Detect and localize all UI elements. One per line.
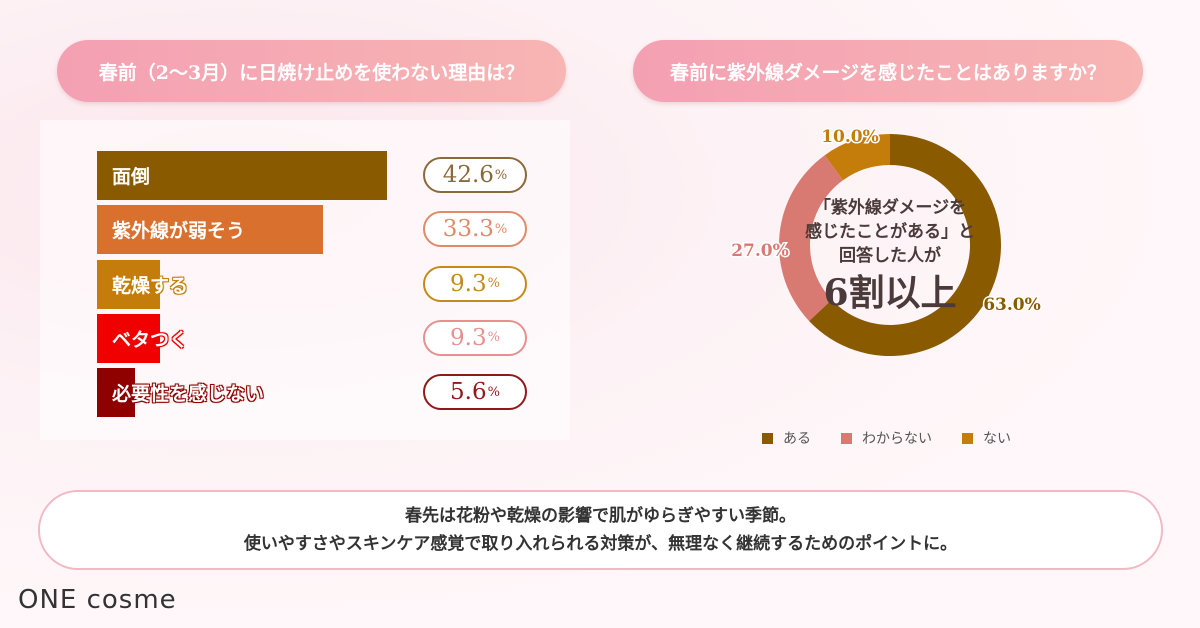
bar [97, 205, 324, 255]
bar-label: 紫外線が弱そう [112, 220, 246, 243]
slice-label: 27.0% [731, 241, 789, 261]
note-line: 使いやすさやスキンケア感覚で取り入れられる対策が、無理なく継続するためのポイント… [243, 534, 958, 554]
bar-chart-title: 春前（2〜3月）に日焼け止めを使わない理由は？ [57, 40, 566, 102]
value-label: 9.3% [423, 319, 527, 356]
bar-label: 乾燥する [112, 274, 189, 297]
donut-chart-title: 春前に紫外線ダメージを感じたことはありますか？ [633, 40, 1143, 102]
slice-label: 10.0% [821, 127, 879, 147]
value-label: 5.6% [423, 374, 527, 411]
donut-center-text: 「紫外線ダメージを 感じたことがある」と 回答した人が 6割以上 [800, 196, 980, 318]
legend-label: ない [983, 431, 1011, 447]
brand-logo: ONE cosme [18, 585, 177, 615]
center-line: 感じたことがある」と [805, 222, 975, 242]
donut-slice [824, 134, 890, 181]
bar-label: 必要性を感じない [112, 383, 265, 406]
note-line: 春先は花粉や乾燥の影響で肌がゆらぎやすい季節。 [405, 506, 796, 526]
legend-label: ある [783, 431, 811, 447]
bar-label: ベタつく [112, 328, 189, 351]
value-label: 42.6% [423, 157, 527, 193]
donut-slice [779, 155, 843, 321]
legend-swatch [762, 432, 773, 444]
legend-item: ない [962, 428, 1011, 448]
center-line: 「紫外線ダメージを [813, 198, 967, 218]
summary-note: 春先は花粉や乾燥の影響で肌がゆらぎやすい季節。 使いやすさやスキンケア感覚で取り… [38, 490, 1163, 570]
legend: ある わからない ない [762, 428, 1011, 448]
value-label: 9.3% [423, 265, 527, 302]
legend-item: ある [762, 428, 811, 448]
bar [97, 151, 387, 200]
donut-slice [809, 134, 1002, 357]
bar [97, 313, 161, 363]
legend-swatch [841, 432, 852, 444]
center-highlight: 6割以上 [823, 272, 957, 314]
legend-swatch [962, 432, 973, 444]
value-label: 33.3% [423, 211, 527, 248]
bar [97, 368, 136, 418]
bar [97, 259, 161, 309]
center-line: 回答した人が [839, 246, 941, 266]
legend-item: わからない [841, 428, 932, 448]
bar-label: 面倒 [112, 166, 151, 188]
legend-label: わからない [862, 431, 932, 447]
slice-label: 63.0% [983, 295, 1041, 315]
